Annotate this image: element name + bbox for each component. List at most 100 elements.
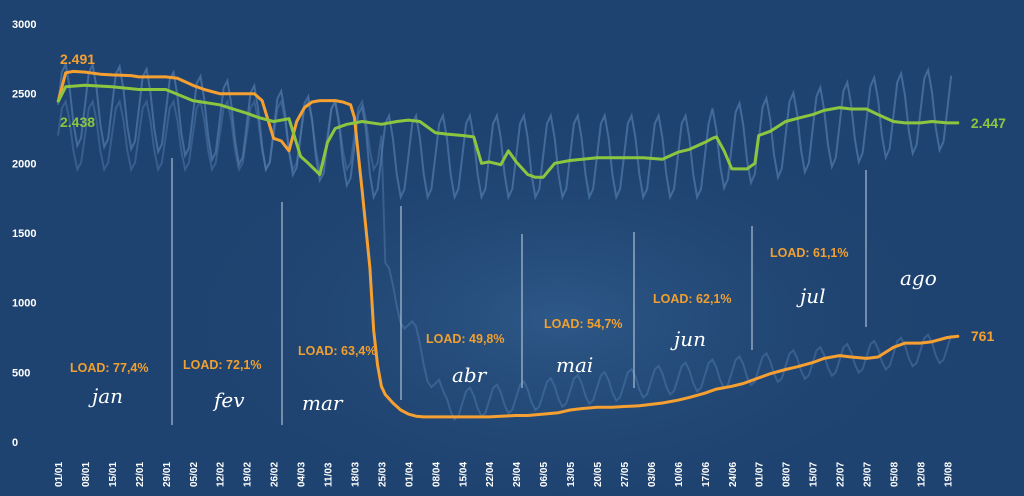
x-tick-label: 26/02 xyxy=(270,462,281,487)
x-tick-label: 22/07 xyxy=(836,462,847,487)
series-point xyxy=(800,116,802,118)
series-point xyxy=(931,341,933,343)
series-labels: 761 2.491 2.447 2.438 xyxy=(60,51,1006,344)
series-point xyxy=(400,409,402,411)
series-point xyxy=(623,405,625,408)
series-point xyxy=(642,157,644,159)
y-tick-label: 3000 xyxy=(12,19,36,31)
y-axis: 0 500 1000 1500 2000 2500 3000 xyxy=(12,19,36,449)
series-point xyxy=(415,415,417,417)
series-point xyxy=(253,93,255,95)
series-point xyxy=(596,157,598,159)
series-point xyxy=(192,84,194,86)
month-load-label: LOAD: 54,7% xyxy=(544,317,623,331)
series-point xyxy=(823,109,825,111)
series-point xyxy=(300,155,302,157)
series-point xyxy=(839,107,841,109)
series-point xyxy=(515,161,517,163)
x-tick-label: 05/08 xyxy=(889,462,900,487)
series-point xyxy=(638,405,641,407)
series-point xyxy=(230,93,232,95)
series-layer xyxy=(56,69,960,419)
x-axis: 01/01 08/01 15/01 22/01 29/01 05/02 12/02 19/02… xyxy=(54,462,954,487)
series-point xyxy=(303,107,305,109)
series-point xyxy=(904,342,906,344)
x-tick-label: 12/08 xyxy=(916,462,927,487)
series-point xyxy=(396,120,398,123)
series-line-orange xyxy=(56,69,960,419)
series-point xyxy=(688,396,691,398)
series-point xyxy=(904,122,906,124)
series-point xyxy=(334,100,336,102)
series-point xyxy=(326,141,329,143)
series-point xyxy=(165,88,167,91)
x-tick-label: 12/02 xyxy=(216,462,227,487)
month-load-label: LOAD: 49,8% xyxy=(426,332,505,346)
month-load-label: LOAD: 62,1% xyxy=(653,292,732,306)
x-tick-label: 29/01 xyxy=(162,462,173,487)
series-point xyxy=(246,93,248,95)
series-point xyxy=(72,70,74,72)
series-point xyxy=(369,267,371,269)
series-point xyxy=(554,162,556,164)
series-point xyxy=(723,150,725,152)
series-point xyxy=(557,412,560,414)
series-point xyxy=(480,162,483,164)
series-point xyxy=(176,77,178,79)
x-tick-label: 08/04 xyxy=(431,462,442,487)
series-point xyxy=(877,114,879,116)
series-point xyxy=(892,346,895,348)
series-point xyxy=(273,120,275,123)
series-point xyxy=(946,122,949,124)
series-point xyxy=(812,114,814,116)
series-point xyxy=(500,164,502,166)
x-tick-label: 01/07 xyxy=(755,462,766,487)
series-point xyxy=(419,120,421,123)
series-point xyxy=(919,342,922,344)
series-point xyxy=(319,100,321,102)
series-point xyxy=(715,388,718,390)
series-point xyxy=(488,416,490,418)
y-tick-label: 500 xyxy=(12,367,30,379)
series-point xyxy=(392,402,394,404)
series-point xyxy=(353,116,355,118)
series-point xyxy=(488,161,490,163)
series-line-green xyxy=(56,83,959,179)
month-name-label: abr xyxy=(452,363,488,387)
series-point xyxy=(473,416,475,418)
x-tick-label: 22/01 xyxy=(135,462,146,487)
series-point xyxy=(769,130,771,132)
x-tick-label: 19/08 xyxy=(943,462,954,487)
series-start-label: 2.491 xyxy=(60,51,95,67)
y-tick-label: 0 xyxy=(12,437,18,449)
series-point xyxy=(361,190,363,192)
series-point xyxy=(388,398,390,400)
x-tick-label: 06/05 xyxy=(539,462,550,487)
series-point xyxy=(111,74,113,76)
series-point xyxy=(785,120,787,123)
series-point xyxy=(153,76,155,78)
x-tick-label: 01/01 xyxy=(54,462,65,487)
series-point xyxy=(165,76,167,78)
x-tick-label: 15/07 xyxy=(809,462,820,487)
series-point xyxy=(958,122,960,124)
series-point xyxy=(946,336,949,339)
series-point xyxy=(461,416,463,418)
series-point xyxy=(677,399,679,401)
series-point xyxy=(500,415,502,417)
series-point xyxy=(715,136,718,138)
series-end-label: 761 xyxy=(971,328,995,344)
x-tick-label: 25/03 xyxy=(377,462,388,487)
background-daily-line xyxy=(57,60,953,422)
series-point xyxy=(865,357,868,359)
series-point xyxy=(661,158,664,160)
series-point xyxy=(384,394,386,396)
series-point xyxy=(461,134,463,137)
x-tick-label: 18/03 xyxy=(350,462,361,487)
series-point xyxy=(650,403,652,405)
series-point xyxy=(507,150,509,152)
y-tick-label: 1500 xyxy=(12,228,36,240)
series-point xyxy=(57,101,59,103)
series-point xyxy=(346,123,348,125)
